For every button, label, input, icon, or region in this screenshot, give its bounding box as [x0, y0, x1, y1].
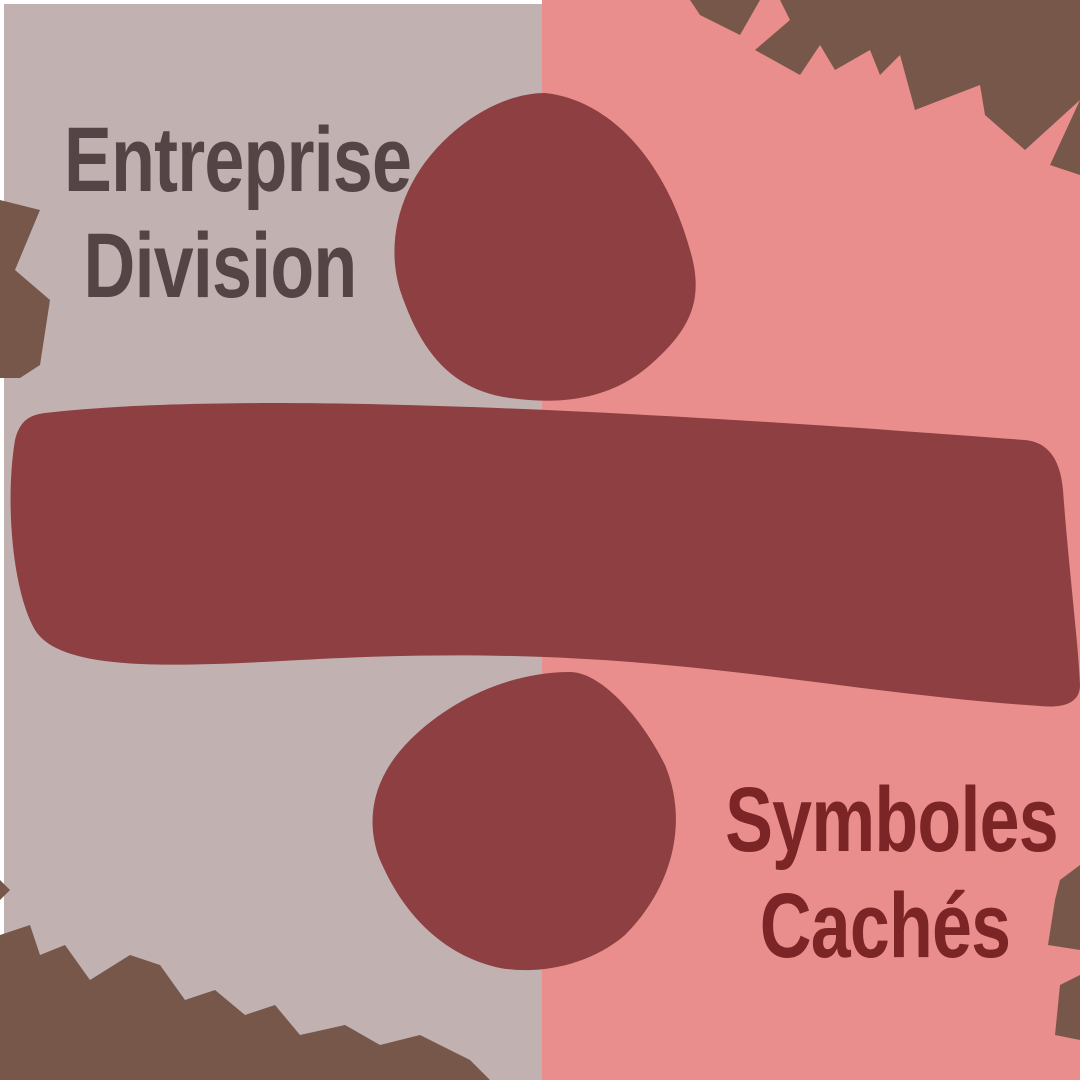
division-sign-bar: [10, 403, 1080, 707]
left-title: Entreprise Division: [64, 108, 412, 320]
top-right-scribble-decoration: [690, 0, 1080, 175]
division-sign-bottom-dot: [372, 672, 676, 971]
bottom-left-scribble-decoration: [0, 880, 490, 1080]
right-title-line-1: Symboles: [725, 769, 1059, 871]
left-scribble-decoration: [0, 200, 50, 378]
left-title-line-1: Entreprise: [64, 109, 412, 211]
left-title-line-2: Division: [83, 214, 358, 317]
right-title: Symboles Cachés: [725, 768, 1059, 980]
right-title-line-2: Cachés: [759, 874, 1011, 977]
division-sign-icon: [10, 93, 1080, 971]
bottom-right-scribble-decoration: [1048, 865, 1080, 1040]
division-sign-top-dot: [394, 93, 696, 401]
